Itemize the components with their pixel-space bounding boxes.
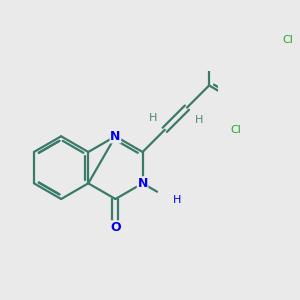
Text: H: H xyxy=(195,115,203,125)
Text: N: N xyxy=(110,130,121,143)
Text: Cl: Cl xyxy=(283,35,293,45)
Text: N: N xyxy=(137,177,148,190)
Text: H: H xyxy=(173,195,181,205)
Text: H: H xyxy=(148,112,157,123)
Text: Cl: Cl xyxy=(231,124,242,134)
Text: O: O xyxy=(110,221,121,234)
